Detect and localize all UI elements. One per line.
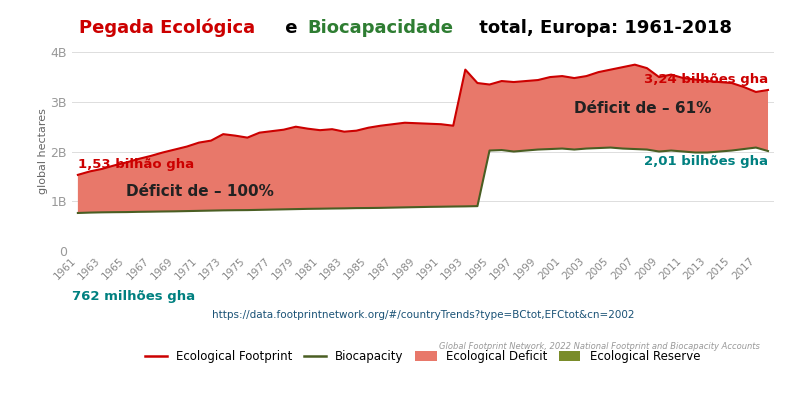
Text: 2,01 bilhões gha: 2,01 bilhões gha	[644, 155, 768, 168]
Text: e: e	[279, 19, 304, 37]
Text: Pegada Ecológica: Pegada Ecológica	[79, 19, 255, 37]
Text: 3,24 bilhões gha: 3,24 bilhões gha	[644, 74, 768, 87]
Text: Déficit de – 100%: Déficit de – 100%	[126, 184, 275, 199]
Text: 1,53 bilhão gha: 1,53 bilhão gha	[78, 158, 194, 171]
Text: https://data.footprintnetwork.org/#/countryTrends?type=BCtot,EFCtot&cn=2002: https://data.footprintnetwork.org/#/coun…	[211, 310, 634, 320]
Text: Biocapacidade: Biocapacidade	[307, 19, 453, 37]
Text: Global Footprint Network, 2022 National Footprint and Biocapacity Accounts: Global Footprint Network, 2022 National …	[439, 342, 760, 351]
Y-axis label: global hectares: global hectares	[38, 109, 48, 194]
Text: total, Europa: 1961-2018: total, Europa: 1961-2018	[473, 19, 732, 37]
Legend: Ecological Footprint, Biocapacity, Ecological Deficit, Ecological Reserve: Ecological Footprint, Biocapacity, Ecolo…	[140, 346, 705, 368]
Text: 762 milhões gha: 762 milhões gha	[72, 290, 195, 303]
Text: Déficit de – 61%: Déficit de – 61%	[575, 101, 712, 116]
